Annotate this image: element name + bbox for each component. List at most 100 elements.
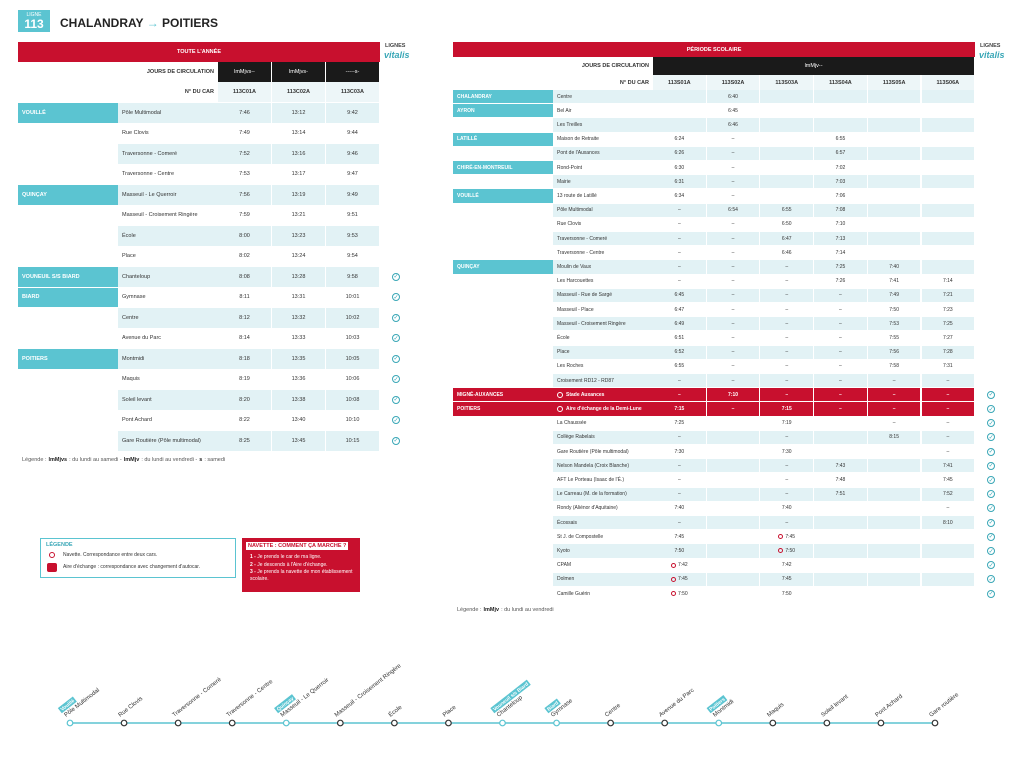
time-cell: –: [653, 459, 706, 473]
brand-lignes: LIGNES: [385, 43, 406, 49]
time-cell: –: [760, 473, 814, 487]
time-cell-text: 13:12: [291, 109, 306, 116]
time-cell: –: [760, 359, 814, 373]
time-cell: 7:13: [814, 232, 867, 246]
check-icon: ✓: [392, 416, 400, 425]
time-cell-text: 7:45: [942, 476, 953, 483]
time-cell: 13:19: [272, 185, 325, 205]
commune-cell: QUINÇAY: [453, 260, 553, 274]
time-cell-text: 13:28: [291, 273, 306, 280]
time-cell: 6:24: [653, 132, 706, 146]
time-cell: 7:49: [218, 123, 271, 143]
commune-cell: VOUILLÉ: [18, 103, 118, 123]
time-cell: 7:58: [867, 359, 921, 373]
time-cell-text: 7:50: [677, 590, 688, 597]
stop-name: Pont Achard: [874, 694, 903, 719]
commune-cell-text: VOUILLÉ: [22, 109, 46, 116]
time-cell: 10:02: [326, 308, 379, 328]
time-cell: 7:14: [921, 274, 975, 288]
time-cell: [921, 544, 975, 558]
stop-cell: Moulin de Vaux: [553, 260, 653, 274]
stop-cell-text: 13 route de Latillé: [557, 192, 597, 199]
time-cell-text: –: [731, 334, 735, 341]
time-cell-text: 7:43: [835, 462, 846, 469]
stop-cell-text: Gare Routière (Pôle multimodal): [557, 448, 629, 455]
time-cell: 7:30: [760, 445, 814, 459]
time-cell-text: 7:10: [728, 391, 739, 398]
time-cell: [867, 189, 921, 203]
time-cell: –: [814, 331, 867, 345]
time-cell-text: –: [839, 334, 842, 341]
time-cell-text: 8:25: [239, 437, 250, 444]
time-cell-text: 10:06: [345, 376, 360, 383]
stop-cell: Rond-Point: [553, 161, 653, 175]
time-cell: 6:40: [706, 90, 760, 104]
time-cell: [867, 445, 921, 459]
time-cell: –: [760, 388, 814, 402]
time-cell: 6:52: [653, 345, 706, 359]
car-label: N° DU CAR: [18, 82, 214, 102]
commune-cell: POITIERS: [453, 402, 553, 416]
time-cell: [760, 118, 814, 132]
time-cell-text: –: [785, 278, 789, 285]
time-cell: –: [814, 374, 867, 388]
time-cell: [814, 430, 867, 444]
time-cell-text: 6:24: [674, 136, 685, 143]
time-cell-text: 7:25: [942, 320, 953, 327]
days-label: JOURS DE CIRCULATION: [453, 57, 649, 75]
time-cell-text: 6:40: [728, 93, 738, 100]
commune-cell: CHALANDRAY: [453, 90, 553, 104]
time-cell: –: [706, 374, 760, 388]
time-cell: [706, 459, 760, 473]
stop-cell-text: Nelson Mandela (Croix Blanche): [557, 462, 629, 469]
stop-cell: Dolmen: [553, 572, 653, 586]
check-icon: ✓: [987, 589, 996, 598]
time-cell: 7:41: [867, 274, 921, 288]
time-cell: [921, 189, 975, 203]
time-cell: 7:45: [653, 530, 706, 544]
time-cell: 10:01: [326, 287, 379, 307]
commune-cell: VOUNEUIL S/S BIARD: [18, 267, 118, 287]
time-cell-text: 13:31: [291, 294, 306, 301]
time-cell: 8:22: [218, 410, 271, 430]
legend-text: : du lundi au vendredi: [501, 606, 554, 613]
commune-cell-text: POITIERS: [22, 355, 48, 362]
time-cell-text: –: [946, 434, 950, 441]
time-cell: –: [653, 516, 706, 530]
legend-text: : du lundi au vendredi -: [141, 457, 198, 463]
time-cell: 6:46: [706, 118, 760, 132]
time-cell: [867, 544, 921, 558]
time-cell: [867, 146, 921, 160]
time-cell: 7:50: [760, 544, 814, 558]
time-cell: [921, 118, 975, 132]
check-icon: ✓: [987, 518, 996, 527]
stop-cell-text: Maison de Retraite: [557, 136, 599, 143]
time-cell: [867, 232, 921, 246]
car-number: 113S04A: [814, 75, 867, 90]
time-cell: [760, 175, 814, 189]
time-cell-text: 6:47: [674, 306, 685, 313]
time-cell-text: 7:06: [835, 192, 846, 199]
time-cell: [867, 118, 921, 132]
time-cell: 9:46: [326, 144, 379, 164]
time-cell: –: [653, 374, 706, 388]
time-cell-text: 8:19: [239, 376, 250, 383]
time-cell-text: 9:51: [347, 212, 358, 219]
days-label: JOURS DE CIRCULATION: [18, 62, 214, 82]
time-cell: [921, 558, 975, 572]
time-cell-text: 6:49: [674, 320, 685, 327]
days-cell-text: lmMjvs-: [289, 69, 308, 75]
time-cell: [706, 487, 760, 501]
time-cell: 13:35: [272, 349, 325, 369]
time-cell: [867, 501, 921, 515]
check-icon: ✓: [987, 547, 996, 555]
time-cell: –: [653, 274, 706, 288]
stop-cell-text: Centre: [122, 314, 139, 321]
step-text: Je descends à l'Aire d'échange.: [257, 561, 328, 568]
stop-cell: Les Treilles: [553, 118, 653, 132]
stop-cell: Aire d'échange de la Demi-Lune: [553, 402, 653, 416]
time-cell: –: [760, 430, 814, 444]
time-cell: 7:41: [921, 459, 975, 473]
commune-cell-text: QUINÇAY: [22, 191, 47, 198]
